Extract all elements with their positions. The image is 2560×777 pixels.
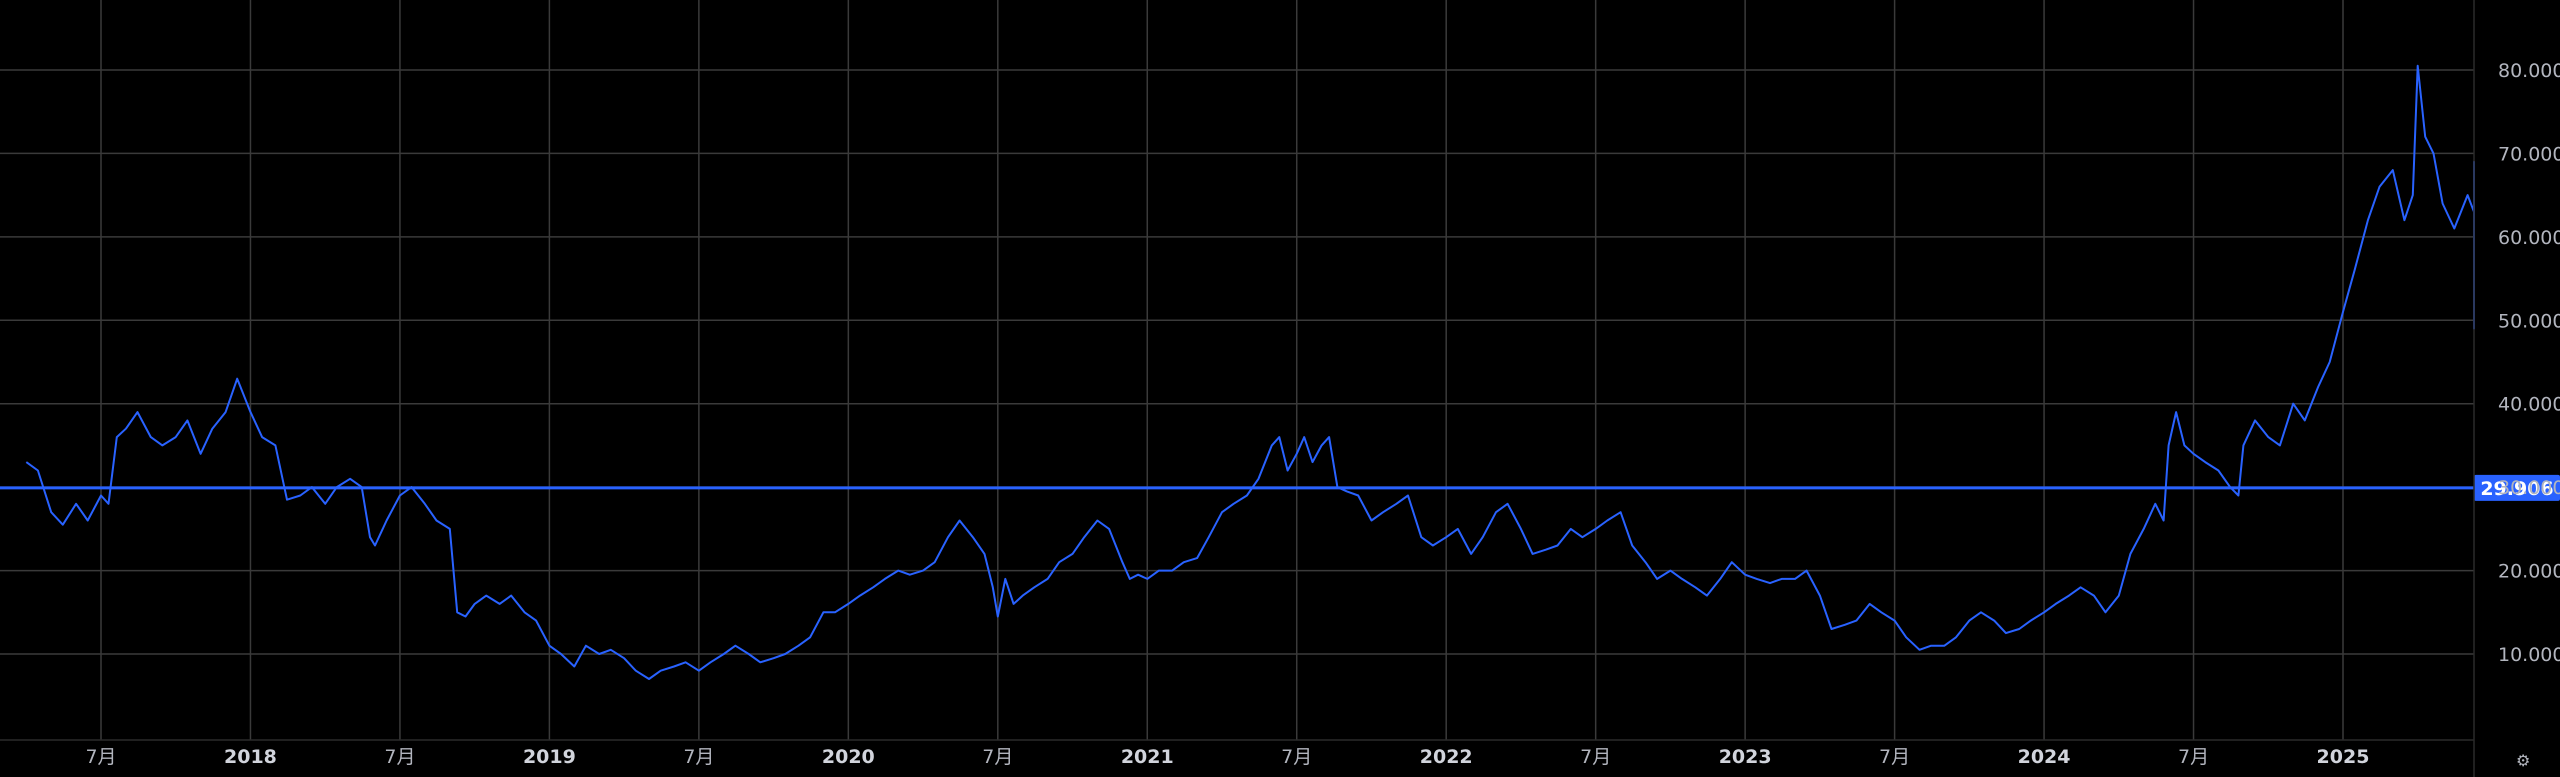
- series-group: [25, 64, 2475, 680]
- y-tick-label: 80.000: [2498, 60, 2560, 82]
- x-tick-label: 7月: [1879, 746, 1910, 768]
- x-tick-label: 7月: [1580, 746, 1611, 768]
- x-tick-label: 2024: [2018, 746, 2071, 768]
- y-tick-label: 60.000: [2498, 227, 2560, 249]
- y-axis[interactable]: 10.000 20.000 30.000 40.000 50.000 60.000 70.0…: [2473, 0, 2560, 777]
- x-tick-label: 7月: [384, 746, 415, 768]
- current-value-marker: 29.906: [0, 474, 2560, 501]
- x-tick-label: 2020: [822, 746, 875, 768]
- x-tick-label: 7月: [683, 746, 714, 768]
- y-tick-label: 50.000: [2498, 310, 2560, 332]
- x-tick-label: 7月: [2178, 746, 2209, 768]
- x-tick-label: 2025: [2317, 746, 2370, 768]
- x-axis[interactable]: 7月 2018 7月 2019 7月 2020 7月 2021 7月 2022 7月 2023 7月 20…: [0, 739, 2474, 768]
- x-tick-label: 2018: [224, 746, 277, 768]
- x-tick-label: 7月: [1281, 746, 1312, 768]
- settings-icon[interactable]: ⚙: [2516, 751, 2530, 770]
- vertical-gridlines: [100, 0, 2344, 740]
- y-tick-label: 30.000: [2498, 477, 2560, 499]
- current-value-label: 29.906: [2480, 478, 2553, 500]
- x-tick-label: 2022: [1420, 746, 1473, 768]
- x-tick-label: 2021: [1121, 746, 1174, 768]
- y-tick-label: 40.000: [2498, 394, 2560, 416]
- x-tick-label: 2023: [1719, 746, 1772, 768]
- y-tick-label: 10.000: [2498, 644, 2560, 666]
- x-tick-label: 7月: [85, 746, 116, 768]
- horizontal-gridlines: [0, 69, 2474, 655]
- x-tick-label: 2019: [523, 746, 576, 768]
- series-line: [25, 64, 2475, 680]
- y-tick-label: 70.000: [2498, 143, 2560, 165]
- current-value-badge: [2474, 474, 2560, 501]
- y-tick-label: 20.000: [2498, 561, 2560, 583]
- x-tick-label: 7月: [982, 746, 1013, 768]
